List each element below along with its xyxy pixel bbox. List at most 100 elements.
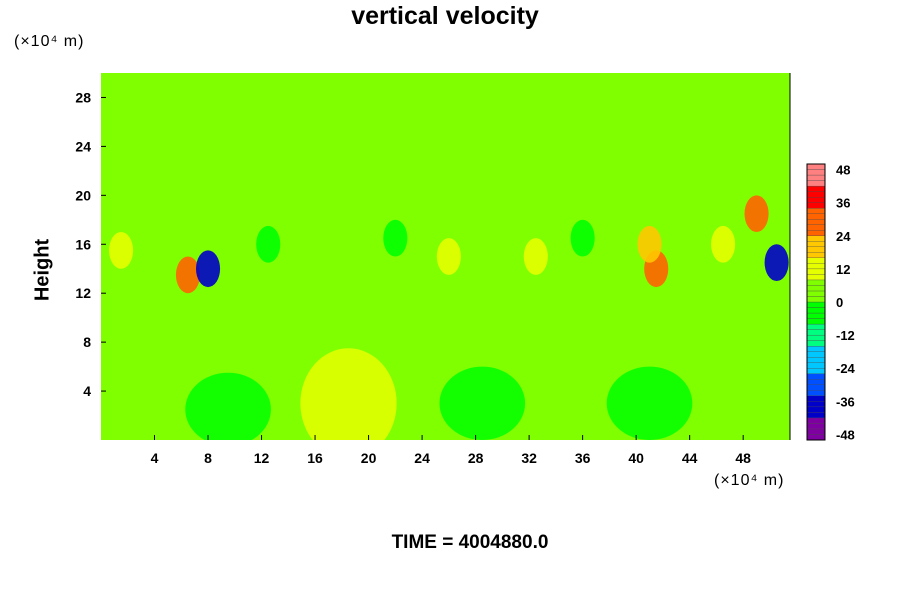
x-tick-label: 8 [204,450,212,466]
field-feature-4 [185,372,271,440]
colorbar-segment [806,219,826,225]
colorbar-segment [806,208,826,214]
colorbar-segment [806,224,826,231]
colorbar-segment [806,417,826,424]
colorbar-tick-label: 12 [836,262,850,277]
colorbar-tick-label: 36 [836,196,850,211]
field-feature-14 [711,225,736,263]
y-tick-label: 28 [75,89,91,105]
colorbar-tick-label: -24 [836,361,856,376]
colorbar-segment [806,257,826,264]
colorbar-tick-label: -36 [836,394,855,409]
field-feature-15 [744,195,769,233]
colorbar-segment [806,346,826,352]
x-tick-label: 44 [682,450,698,466]
colorbar-segment [806,412,826,419]
y-axis-ticks: 4 8 12 16 20 24 28 [75,89,106,399]
colorbar-segment [806,163,826,170]
colorbar-segment [806,241,826,247]
plot-area [101,73,790,440]
y-tick-label: 16 [75,236,91,252]
colorbar-segment [806,368,826,374]
colorbar-tick-label: 48 [836,163,850,178]
colorbar-segment [806,357,826,363]
colorbar-segment [806,334,826,341]
x-unit-label: (×10⁴ m) [714,472,785,489]
colorbar-segment [806,263,826,270]
colorbar-segment [806,301,826,308]
colorbar-segment [806,230,826,236]
colorbar-segment [806,252,826,258]
colorbar-segment [806,191,826,198]
velocity-field [101,195,789,440]
x-tick-label: 12 [254,450,270,466]
colorbar-segment [806,213,826,220]
field-feature-19 [570,219,595,257]
colorbar-frame [806,163,826,441]
colorbar-segment [806,401,826,408]
y-tick-label: 20 [75,187,91,203]
colorbar-segment [806,379,826,385]
y-tick-label: 8 [83,334,91,350]
y-tick-label: 4 [83,383,91,399]
colorbar-segment [806,329,826,336]
x-tick-label: 36 [575,450,591,466]
time-label: TIME = 4004880.0 [391,532,549,553]
y-unit-label: (×10⁴ m) [14,33,85,50]
colorbar-segment [806,285,826,292]
colorbar-segment [806,196,826,203]
x-axis-ticks: 4 8 12 16 20 24 28 32 36 40 44 48 [151,435,751,466]
colorbar-segment [806,235,826,242]
colorbar-segment [806,185,826,192]
field-feature-10 [436,238,461,275]
x-tick-label: 28 [468,450,484,466]
colorbar-segment [806,296,826,303]
colorbar-tick-label: -12 [836,328,855,343]
field-feature-16 [764,244,789,281]
field-feature-17 [256,225,281,263]
colorbar-segment [806,246,826,253]
colorbar-segment [806,340,826,347]
colorbar-tick-label: 24 [836,229,851,244]
colorbar-segment [806,318,826,325]
x-tick-label: 20 [361,450,377,466]
field-feature-8 [195,250,221,288]
colorbar-segment [806,434,826,441]
x-tick-label: 16 [307,450,323,466]
field-feature-11 [523,238,548,275]
x-tick-label: 32 [521,450,537,466]
chart-title: vertical velocity [351,2,539,30]
x-tick-label: 4 [151,450,159,466]
y-tick-label: 24 [75,138,91,154]
colorbar-segment [806,307,826,314]
colorbar-segment [806,323,826,330]
colorbar-segment [806,174,826,181]
colorbar-segment [806,428,826,435]
x-tick-label: 48 [735,450,751,466]
field-feature-13 [637,225,662,263]
colorbar-segment [806,351,826,358]
field-feature-7 [175,256,201,294]
colorbar-segment [806,312,826,319]
colorbar: 48 36 24 12 0 -12 -24 -36 -48 [806,163,856,442]
colorbar-segment [806,362,826,369]
colorbar-segment [806,268,826,275]
colorbar-tick-label: 0 [836,295,843,310]
colorbar-segment [806,423,826,430]
colorbar-segment [806,169,826,176]
colorbar-tick-label: -48 [836,427,855,442]
colorbar-segment [806,384,826,391]
colorbar-segment [806,406,826,413]
colorbar-segment [806,373,826,380]
field-feature-18 [383,219,408,257]
colorbar-segment [806,274,826,281]
x-tick-label: 24 [414,450,430,466]
colorbar-segment [806,290,826,297]
colorbar-segment [806,202,826,209]
x-tick-label: 40 [628,450,644,466]
y-tick-label: 12 [75,285,91,301]
field-feature-6 [606,366,693,440]
colorbar-segment [806,180,826,187]
colorbar-segment [806,279,826,286]
